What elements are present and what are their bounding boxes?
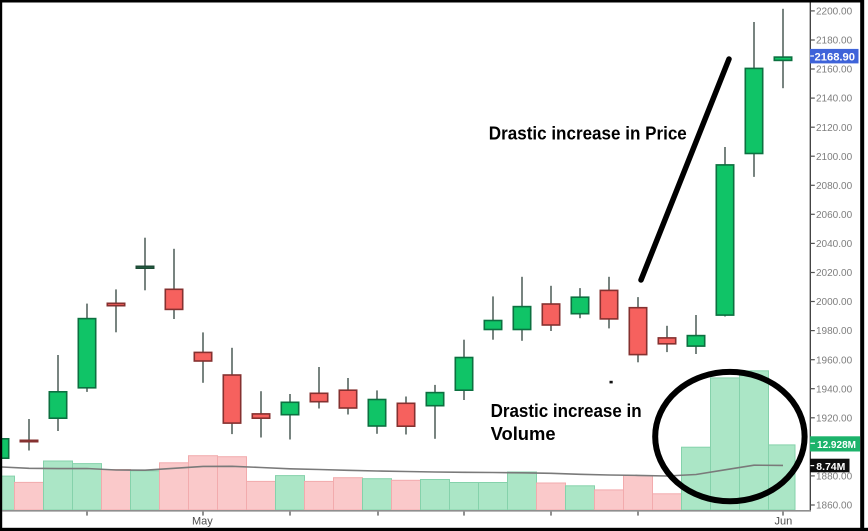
svg-text:2080.00: 2080.00 (816, 181, 853, 192)
svg-text:Jun: Jun (775, 516, 793, 528)
svg-text:1920.00: 1920.00 (816, 413, 853, 424)
svg-text:Volume: Volume (491, 424, 556, 444)
svg-text:Drastic increase in: Drastic increase in (491, 401, 642, 421)
svg-text:2000.00: 2000.00 (816, 297, 853, 308)
svg-text:1980.00: 1980.00 (816, 326, 853, 337)
svg-text:1960.00: 1960.00 (816, 355, 853, 366)
svg-text:8.74M: 8.74M (816, 462, 845, 473)
svg-text:2140.00: 2140.00 (816, 94, 853, 105)
svg-text:12.928M: 12.928M (817, 440, 856, 451)
svg-text:2040.00: 2040.00 (816, 239, 853, 250)
svg-text:2120.00: 2120.00 (816, 123, 853, 134)
svg-text:2168.90: 2168.90 (815, 51, 856, 63)
svg-text:2200.00: 2200.00 (816, 7, 853, 18)
svg-text:2180.00: 2180.00 (816, 36, 853, 47)
svg-text:2020.00: 2020.00 (816, 268, 853, 279)
svg-text:2160.00: 2160.00 (816, 65, 853, 76)
svg-text:2060.00: 2060.00 (816, 210, 853, 221)
svg-text:1940.00: 1940.00 (816, 384, 853, 395)
svg-text:1860.00: 1860.00 (816, 501, 853, 512)
svg-text:2100.00: 2100.00 (816, 152, 853, 163)
svg-text:1880.00: 1880.00 (816, 472, 853, 483)
svg-text:Drastic increase in Price: Drastic increase in Price (489, 123, 687, 143)
svg-text:May: May (192, 516, 213, 528)
